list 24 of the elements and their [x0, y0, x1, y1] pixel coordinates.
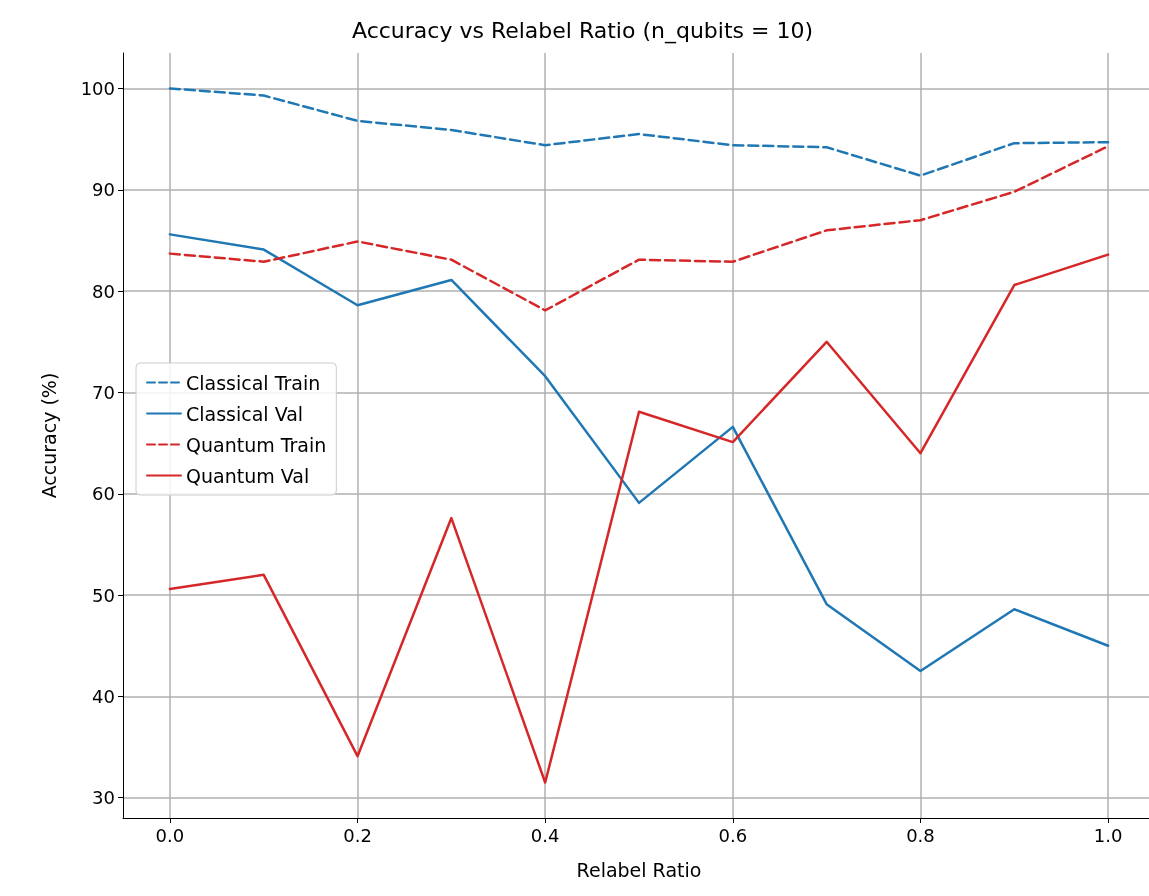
y-tick-label: 80 [92, 280, 115, 302]
y-axis-title: Accuracy (%) [37, 372, 60, 499]
y-tick-label: 30 [92, 787, 115, 809]
line-series [168, 253, 1110, 784]
line-series [168, 87, 1110, 177]
x-tick-label: 0.2 [343, 824, 372, 846]
legend-label: Quantum Val [186, 464, 310, 487]
chart-title: Accuracy vs Relabel Ratio (n_qubits = 10) [351, 17, 814, 44]
line-series [168, 233, 1110, 673]
y-tick-label: 70 [92, 381, 115, 403]
legend-label: Quantum Train [186, 433, 327, 456]
y-tick-label: 40 [92, 685, 115, 707]
y-tick-label: 60 [92, 483, 115, 505]
x-tick-label: 0.4 [530, 824, 560, 846]
x-tick-label: 0.8 [906, 824, 935, 846]
x-tick-label: 1.0 [1093, 824, 1123, 846]
legend-label: Classical Val [186, 402, 304, 425]
y-tick-label: 100 [80, 77, 115, 99]
y-tick-label: 50 [92, 584, 115, 606]
y-tick-label: 90 [92, 179, 115, 201]
x-tick-label: 0.0 [155, 824, 185, 846]
x-tick-label: 0.6 [718, 824, 748, 846]
x-axis-title: Relabel Ratio [576, 858, 702, 881]
legend-label: Classical Train [186, 371, 321, 394]
